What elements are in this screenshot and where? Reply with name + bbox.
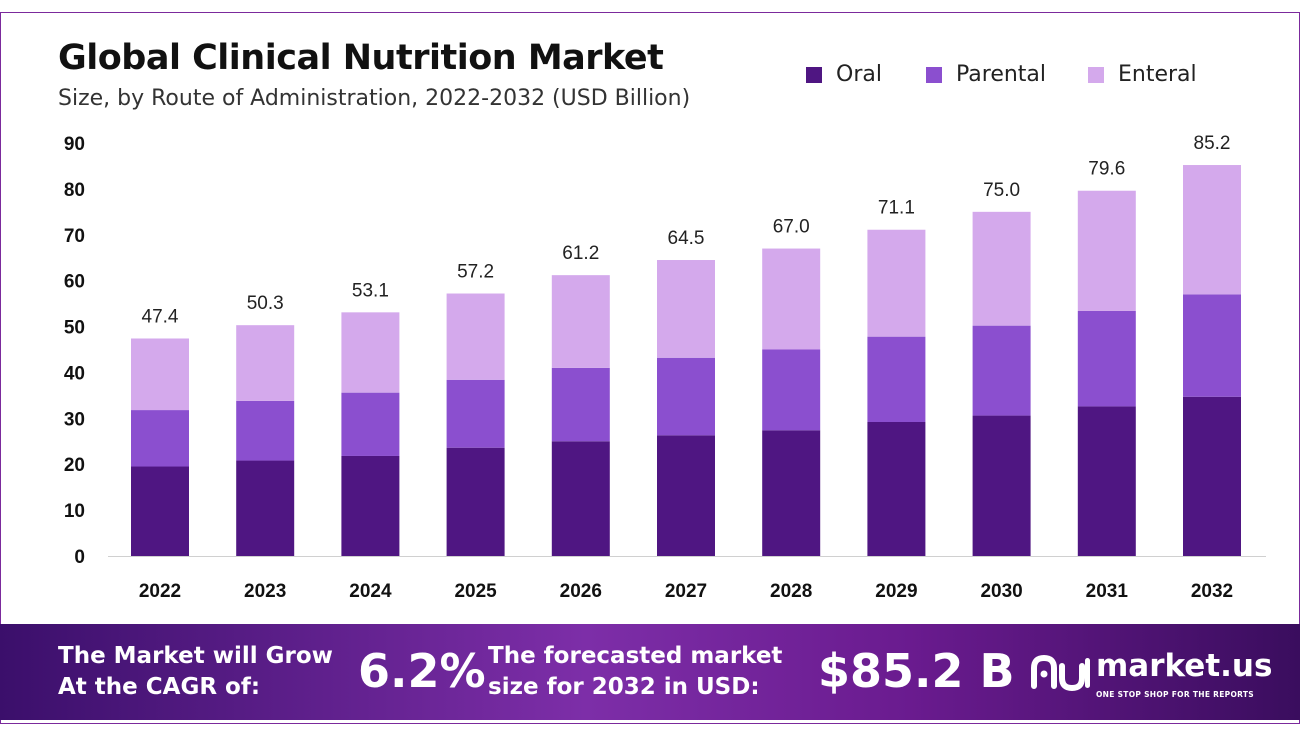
y-tick-label: 10 <box>64 501 85 522</box>
bar-segment-enteral <box>762 248 821 350</box>
footer-banner: The Market will Grow At the CAGR of: 6.2… <box>0 624 1300 720</box>
x-tick-label: 2023 <box>244 581 286 602</box>
bar-total-label: 47.4 <box>142 306 179 327</box>
forecast-value: $85.2 B <box>818 644 1015 698</box>
bar-segment-oral <box>1077 406 1136 556</box>
bar-segment-enteral <box>1077 190 1136 311</box>
bar-segment-parental <box>446 379 505 448</box>
bar-total-label: 50.3 <box>247 293 284 314</box>
brand-name: market.us <box>1096 648 1273 684</box>
bar-segment-enteral <box>1183 165 1241 295</box>
legend-label-parental: Parental <box>956 62 1047 87</box>
bar-segment-parental <box>657 357 715 436</box>
bar-segment-enteral <box>446 293 505 380</box>
y-tick-label: 80 <box>64 180 85 201</box>
y-tick-label: 40 <box>64 363 85 384</box>
bar-segment-oral <box>1183 396 1241 556</box>
bar-segment-enteral <box>131 338 189 411</box>
bar-segment-parental <box>867 336 926 423</box>
y-tick-label: 90 <box>64 134 85 155</box>
forecast-label: The forecasted market size for 2032 in U… <box>488 641 782 703</box>
y-tick-label: 20 <box>64 455 85 476</box>
bar-total-label: 75.0 <box>983 180 1020 201</box>
y-tick-label: 60 <box>64 272 85 293</box>
bar-total-label: 53.1 <box>352 280 389 301</box>
legend-label-enteral: Enteral <box>1118 62 1197 87</box>
brand-logo: market.us ONE STOP SHOP FOR THE REPORTS <box>1030 648 1280 704</box>
bar-segment-parental <box>1183 294 1241 397</box>
bar-segment-oral <box>762 430 821 556</box>
bar-segment-oral <box>972 415 1031 556</box>
cagr-label-line1: The Market will Grow <box>58 643 333 669</box>
bar-segment-oral <box>446 447 505 556</box>
bar-total-label: 85.2 <box>1194 133 1231 154</box>
bar-segment-enteral <box>551 275 610 368</box>
brand-tagline: ONE STOP SHOP FOR THE REPORTS <box>1096 690 1254 699</box>
bar-segment-parental <box>341 392 400 456</box>
bar-segment-parental <box>236 400 295 461</box>
bar-segment-parental <box>551 367 610 442</box>
legend-item-enteral: Enteral <box>1088 62 1197 87</box>
legend-swatch-enteral <box>1088 66 1104 83</box>
cagr-label-line2: At the CAGR of: <box>58 674 261 700</box>
market-us-logo-icon <box>1031 654 1090 692</box>
bar-segment-oral <box>341 455 400 556</box>
bar-total-label: 57.2 <box>457 262 494 283</box>
legend-item-parental: Parental <box>926 62 1046 87</box>
bar-total-label: 67.0 <box>773 217 810 238</box>
bar-total-label: 71.1 <box>878 198 915 219</box>
legend-item-oral: Oral <box>806 62 882 87</box>
x-tick-label: 2027 <box>665 581 707 602</box>
chart-subtitle: Size, by Route of Administration, 2022-2… <box>58 86 691 111</box>
bar-segment-oral <box>236 460 295 556</box>
forecast-label-line1: The forecasted market <box>488 643 783 669</box>
bar-segment-enteral <box>867 229 926 337</box>
x-tick-label: 2031 <box>1086 581 1129 602</box>
forecast-label-line2: size for 2032 in USD: <box>488 674 760 700</box>
bar-segment-enteral <box>341 312 400 393</box>
bar-segment-parental <box>131 410 189 467</box>
bar-segment-enteral <box>236 325 295 401</box>
x-tick-label: 2028 <box>770 581 812 602</box>
x-tick-label: 2022 <box>139 581 181 602</box>
bar-segment-oral <box>131 466 189 556</box>
legend-label-oral: Oral <box>836 62 882 87</box>
bar-segment-parental <box>1077 310 1136 407</box>
bar-segment-parental <box>972 325 1031 416</box>
bar-segment-oral <box>551 441 610 556</box>
chart-title: Global Clinical Nutrition Market <box>58 38 664 78</box>
y-tick-label: 50 <box>64 318 85 339</box>
legend-swatch-oral <box>806 66 822 83</box>
bar-total-label: 79.6 <box>1088 159 1125 180</box>
x-tick-label: 2025 <box>454 581 497 602</box>
bar-total-label: 61.2 <box>562 243 599 264</box>
bar-segment-oral <box>867 422 926 556</box>
bar-segment-oral <box>657 435 715 556</box>
cagr-value: 6.2% <box>358 644 486 698</box>
bar-total-label: 64.5 <box>668 228 705 249</box>
legend-swatch-parental <box>926 66 942 83</box>
bar-segment-enteral <box>972 211 1031 326</box>
x-tick-label: 2024 <box>349 581 392 602</box>
bar-segment-enteral <box>657 260 715 358</box>
stacked-bar-chart: 010203040506070809047.4202250.3202353.12… <box>64 133 1266 602</box>
y-tick-label: 30 <box>64 409 85 430</box>
y-tick-label: 0 <box>74 547 85 568</box>
y-tick-label: 70 <box>64 226 85 247</box>
x-tick-label: 2030 <box>980 581 1022 602</box>
bar-segment-parental <box>762 349 821 431</box>
x-tick-label: 2029 <box>875 581 917 602</box>
cagr-label: The Market will Grow At the CAGR of: <box>58 641 333 703</box>
x-tick-label: 2032 <box>1191 581 1233 602</box>
x-tick-label: 2026 <box>560 581 602 602</box>
